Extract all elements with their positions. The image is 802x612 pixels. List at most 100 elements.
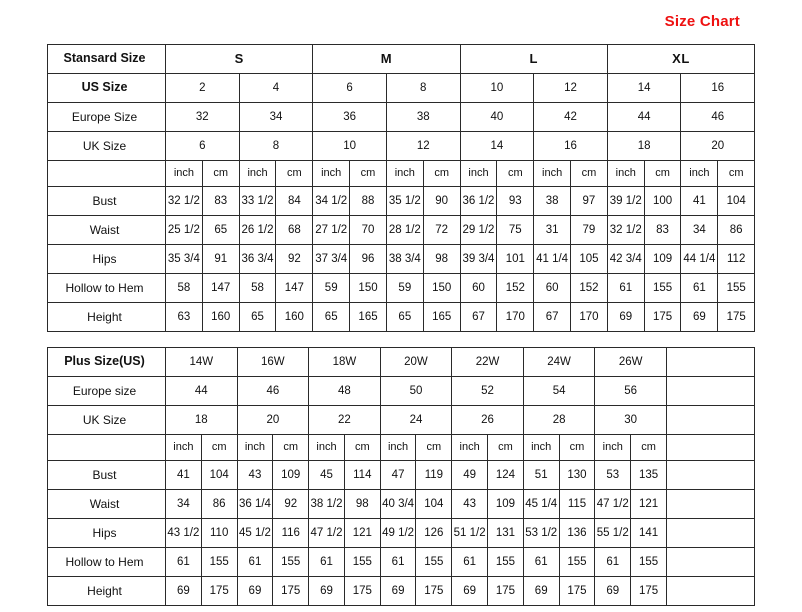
cell-height-14: 69: [680, 302, 719, 332]
cell-bust-5: 114: [343, 460, 381, 490]
standard-size-table: Stansard Size S M L XL US Size 2 4 6 8 10 12 14 16 Eur…: [47, 44, 756, 332]
cell-height-11: 175: [558, 576, 596, 606]
table-row: US Size 2 4 6 8 10 12 14 16: [47, 73, 756, 103]
cell-bust-7: 90: [422, 186, 461, 216]
cell-europe-size-6: 44: [606, 102, 682, 132]
cell-us-size-5: 12: [533, 73, 608, 103]
cell-unit-2: inch: [238, 160, 277, 187]
cell-hollow-to-hem-9: 155: [487, 547, 524, 577]
cell-height-2: 69: [236, 576, 274, 606]
cell-bust-6: 47: [379, 460, 417, 490]
cell-height-8: 67: [459, 302, 498, 332]
cell-bust-10: 51: [522, 460, 560, 490]
cell-us-size-1: 4: [238, 73, 314, 103]
cell-height-11: 170: [570, 302, 608, 332]
cell-europe-size-5: 42: [533, 102, 608, 132]
cell-hips-12: 42 3/4: [606, 244, 645, 274]
cell-hollow-to-hem-11: 152: [570, 273, 608, 303]
empty-cell-plus-header: [665, 347, 755, 377]
cell-bust-14: 41: [680, 186, 719, 216]
cell-waist-14: 34: [680, 215, 719, 245]
cell-waist-10: 45 1/4: [522, 489, 560, 519]
cell-europe-size-0: 44: [165, 376, 238, 406]
cell-hips-14: 44 1/4: [680, 244, 719, 274]
row-label-bust: Bust: [47, 186, 166, 216]
cell-waist-0: 25 1/2: [165, 215, 203, 245]
cell-bust-1: 104: [200, 460, 238, 490]
group-header-xl: XL: [606, 44, 756, 74]
size-header-14w: 14W: [165, 347, 238, 377]
table-row: Hips 43 1/2 110 45 1/2 116 47 1/2 121 49 1/2 126…: [47, 518, 755, 548]
row-label-height: Height: [47, 576, 166, 606]
cell-units-12: inch: [594, 434, 632, 461]
cell-us-size-3: 8: [385, 73, 461, 103]
table-row: Hollow to Hem 61 155 61 155 61 155 61 155 61 155 61…: [47, 547, 755, 577]
cell-unit-1: cm: [201, 160, 240, 187]
cell-waist-3: 68: [275, 215, 314, 245]
table-row: UK Size 18 20 22 24 26 28 30: [47, 405, 755, 435]
cell-unit-13: cm: [643, 160, 682, 187]
table-row: Europe size 44 46 48 50 52 54 56: [47, 376, 755, 406]
cell-uk-size-2: 10: [312, 131, 387, 161]
cell-height-7: 165: [422, 302, 461, 332]
size-header-18w: 18W: [308, 347, 381, 377]
cell-waist-6: 28 1/2: [385, 215, 424, 245]
cell-hips-0: 35 3/4: [165, 244, 203, 274]
cell-units-8: inch: [451, 434, 489, 461]
empty-cell-bust: [665, 460, 755, 490]
cell-hips-3: 92: [275, 244, 314, 274]
cell-unit-10: inch: [533, 160, 572, 187]
table-row: Height 63 160 65 160 65 165 65 165 67 170 67 170 69 17…: [47, 302, 756, 332]
table-row: Bust 32 1/2 83 33 1/2 84 34 1/2 88 35 1/2 90 36 1…: [47, 186, 756, 216]
cell-bust-13: 135: [630, 460, 667, 490]
cell-waist-13: 83: [643, 215, 682, 245]
cell-hollow-to-hem-7: 155: [415, 547, 453, 577]
cell-waist-10: 31: [533, 215, 572, 245]
cell-bust-6: 35 1/2: [385, 186, 424, 216]
cell-bust-12: 39 1/2: [606, 186, 645, 216]
cell-hollow-to-hem-5: 150: [349, 273, 387, 303]
cell-bust-0: 32 1/2: [165, 186, 203, 216]
cell-height-15: 175: [717, 302, 756, 332]
cell-bust-4: 34 1/2: [312, 186, 351, 216]
cell-waist-15: 86: [717, 215, 756, 245]
cell-hips-7: 98: [422, 244, 461, 274]
cell-bust-2: 43: [236, 460, 274, 490]
cell-hips-6: 38 3/4: [385, 244, 424, 274]
cell-height-1: 175: [200, 576, 238, 606]
cell-bust-9: 93: [496, 186, 535, 216]
cell-height-9: 175: [487, 576, 524, 606]
cell-bust-9: 124: [487, 460, 524, 490]
cell-uk-size-5: 28: [522, 405, 596, 435]
cell-unit-4: inch: [312, 160, 351, 187]
size-header-20w: 20W: [379, 347, 453, 377]
cell-hips-9: 131: [487, 518, 524, 548]
cell-hips-11: 136: [558, 518, 596, 548]
cell-bust-8: 36 1/2: [459, 186, 498, 216]
cell-waist-0: 34: [165, 489, 202, 519]
cell-units-5: cm: [343, 434, 381, 461]
row-label-hips: Hips: [47, 244, 166, 274]
cell-waist-5: 70: [349, 215, 387, 245]
cell-hollow-to-hem-4: 61: [308, 547, 345, 577]
cell-hips-3: 116: [272, 518, 310, 548]
row-label-europe-size: Europe size: [47, 376, 166, 406]
cell-bust-0: 41: [165, 460, 202, 490]
empty-cell-europe-size: [665, 376, 755, 406]
cell-waist-7: 72: [422, 215, 461, 245]
cell-hollow-to-hem-12: 61: [594, 547, 632, 577]
cell-uk-size-4: 14: [459, 131, 535, 161]
cell-hollow-to-hem-2: 61: [236, 547, 274, 577]
size-header-26w: 26W: [594, 347, 667, 377]
cell-units-2: inch: [236, 434, 274, 461]
cell-hips-1: 91: [201, 244, 240, 274]
cell-hips-4: 37 3/4: [312, 244, 351, 274]
cell-us-size-2: 6: [312, 73, 387, 103]
cell-hollow-to-hem-12: 61: [606, 273, 645, 303]
cell-uk-size-3: 24: [379, 405, 453, 435]
plus-size-table: Plus Size(US) 14W 16W 18W 20W 22W 24W 26W Europe…: [47, 347, 755, 606]
cell-units-1: cm: [200, 434, 238, 461]
cell-us-size-4: 10: [459, 73, 535, 103]
cell-europe-size-2: 36: [312, 102, 387, 132]
cell-hips-10: 53 1/2: [522, 518, 560, 548]
